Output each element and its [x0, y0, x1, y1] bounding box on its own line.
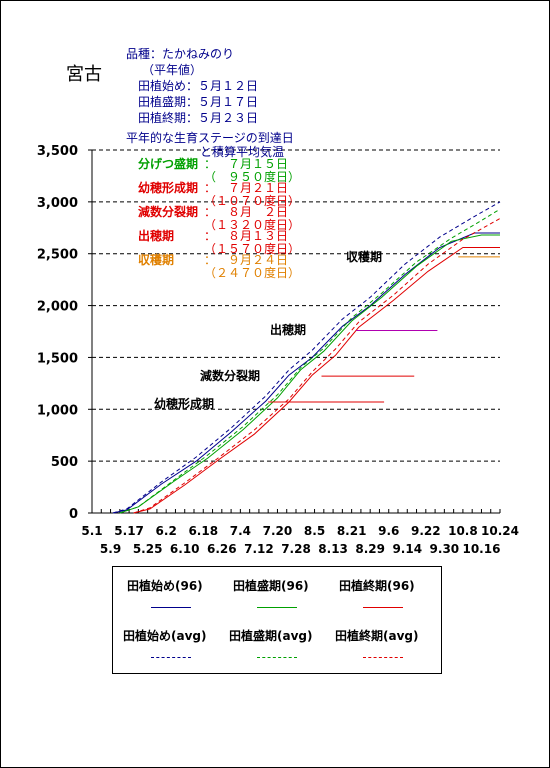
y-tick-label: 1,000: [37, 403, 78, 418]
legend-label-peak-avg: 田植盛期(avg): [229, 629, 313, 643]
stage-date: ７月２１日: [228, 181, 288, 195]
stage-label: 減数分裂期: [200, 368, 260, 383]
stage-date-colon: ：: [204, 229, 216, 243]
x-tick-label: 5.25: [133, 542, 163, 556]
legend-label-end-avg: 田植終期(avg): [335, 629, 419, 643]
x-tick-label: 8.13: [318, 542, 348, 556]
series-line: [112, 232, 500, 514]
frame-left: [0, 0, 1, 768]
stage-name: 減数分裂期: [138, 204, 198, 219]
x-tick-label: 7.12: [244, 542, 274, 556]
x-tick-label: 9.14: [392, 542, 422, 556]
stage-date: ８月１３日: [228, 229, 288, 243]
series-line: [119, 234, 500, 514]
y-tick-label: 3,500: [37, 144, 78, 159]
planting-end-date: 田植終期：５月２３日: [138, 111, 259, 125]
legend-line-end-avg: [363, 657, 403, 658]
y-tick-label: 500: [51, 455, 78, 470]
x-tick-label: 7.4: [230, 524, 251, 538]
stage-label: 出穂期: [270, 322, 306, 337]
x-tick-label: 7.20: [263, 524, 293, 538]
accumulated-temperature-chart: 0 500 1,000 1,500 2,000 2,500 3,000 3,500 5.1 5.1…: [37, 130, 519, 556]
x-tick-label: 5.17: [114, 524, 144, 538]
station-name: 宮古: [66, 64, 102, 85]
stage-date-colon: ：: [204, 205, 216, 219]
y-tick-label: 2,500: [37, 248, 78, 263]
y-tick-label: 2,000: [37, 300, 78, 315]
x-tick-label: 6.26: [207, 542, 237, 556]
frame-top: [0, 0, 550, 1]
series-line: [112, 201, 501, 514]
planting-start-date: 田植始め：５月１２日: [138, 79, 259, 93]
legend-line-peak-96: [257, 607, 297, 608]
x-tick-label: 8.5: [304, 524, 325, 538]
x-tick-label: 6.18: [188, 524, 218, 538]
x-tick-label: 10.24: [481, 524, 519, 538]
legend-label-start-96: 田植始め(96): [127, 579, 203, 593]
stage-date-colon: ：: [204, 181, 216, 195]
x-tick-label: 6.10: [170, 542, 200, 556]
stage-label: 幼穂形成期: [154, 396, 214, 411]
legend: 田植始め(96) 田植盛期(96) 田植終期(96) 田植始め(avg) 田植盛…: [112, 566, 442, 674]
series-line: [119, 208, 501, 514]
x-tick-label: 10.16: [462, 542, 500, 556]
series-line: [133, 247, 500, 514]
stage-label: 収穫期: [346, 249, 382, 264]
stage-name: 収穫期: [138, 252, 174, 267]
x-tick-label: 9.30: [430, 542, 460, 556]
series-line: [133, 218, 501, 514]
stage-gdd: （１０７０度日）: [204, 193, 300, 208]
legend-line-end-96: [363, 607, 403, 608]
chart-title: 平年的な生育ステージの到達日: [126, 130, 294, 145]
stage-name: 分げつ盛期: [138, 156, 198, 171]
stage-date-colon: ：: [204, 157, 216, 171]
chart-subtitle: と積算平均気温: [200, 144, 284, 159]
stage-date: ７月１５日: [228, 157, 288, 171]
stage-date-colon: ：: [204, 253, 216, 267]
x-tick-label: 5.9: [100, 542, 121, 556]
stage-name: 出穂期: [138, 228, 174, 243]
stage-gdd: （１３２０度日）: [204, 217, 300, 232]
y-tick-label: 0: [69, 507, 78, 522]
stage-gdd: （１５７０度日）: [204, 241, 300, 256]
x-tick-label: 6.2: [156, 524, 177, 538]
y-tick-label: 1,500: [37, 351, 78, 366]
stage-gdd: （ ９５０度日）: [204, 169, 300, 184]
avg-note: （平年値）: [142, 63, 203, 77]
x-tick-label: 8.29: [355, 542, 385, 556]
legend-label-start-avg: 田植始め(avg): [123, 629, 207, 643]
legend-line-peak-avg: [257, 657, 297, 658]
y-tick-label: 3,000: [37, 196, 78, 211]
planting-peak-date: 田植盛期：５月１７日: [138, 95, 259, 109]
x-tick-label: 8.21: [337, 524, 367, 538]
legend-line-start-avg: [151, 657, 191, 658]
stage-date: ８月 ２日: [228, 205, 288, 219]
x-tick-label: 5.1: [81, 524, 102, 538]
x-tick-label: 9.6: [378, 524, 399, 538]
stage-date: ９月２４日: [228, 253, 288, 267]
x-tick-label: 7.28: [281, 542, 311, 556]
stage-name: 幼穂形成期: [138, 180, 198, 195]
x-tick-label: 10.8: [448, 524, 478, 538]
legend-line-start-96: [151, 607, 191, 608]
variety-label: 品種：たかねみのり: [126, 47, 235, 61]
x-tick-label: 9.22: [411, 524, 441, 538]
legend-label-peak-96: 田植盛期(96): [233, 579, 309, 593]
legend-label-end-96: 田植終期(96): [339, 579, 415, 593]
stage-gdd: （２４７０度日）: [204, 265, 300, 280]
